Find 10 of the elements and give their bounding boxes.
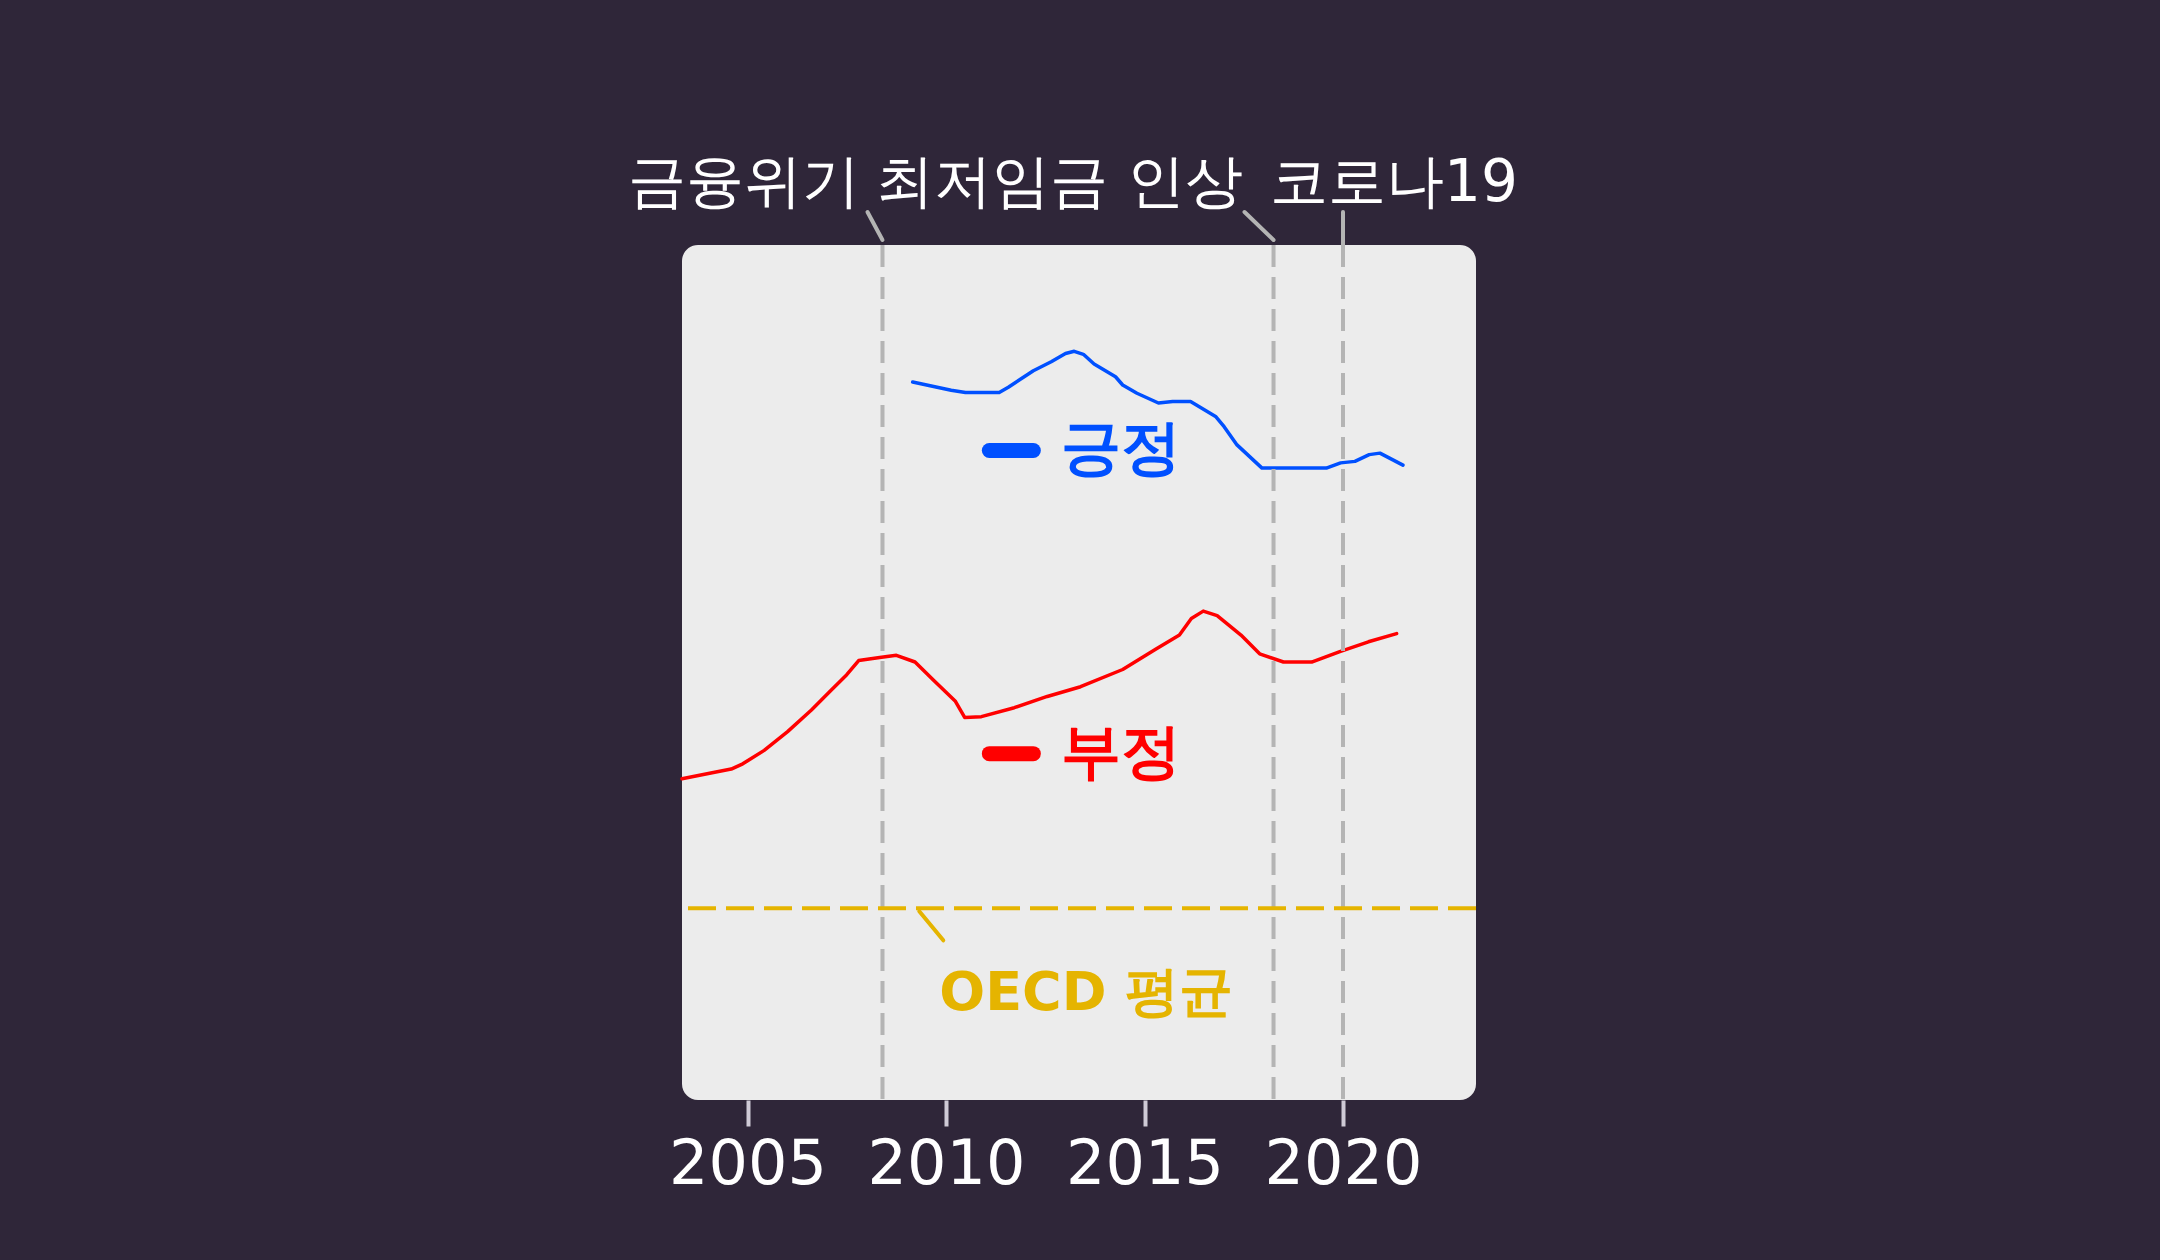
- x-tick-label: 2020: [1264, 1125, 1423, 1199]
- x-tick-label: 2015: [1066, 1125, 1224, 1199]
- ref-line-label: 최저임금 인상: [876, 147, 1243, 215]
- ref-line-label: OECD 평균: [939, 960, 1234, 1024]
- ref-line-label: 코로나19: [1270, 147, 1518, 215]
- x-tick-label: 2010: [867, 1125, 1026, 1199]
- legend-label: 부정: [1061, 715, 1182, 786]
- legend-label: 긍정: [1061, 412, 1182, 483]
- ref-line-label: 금융위기: [628, 147, 861, 215]
- x-tick-label: 2005: [669, 1125, 827, 1199]
